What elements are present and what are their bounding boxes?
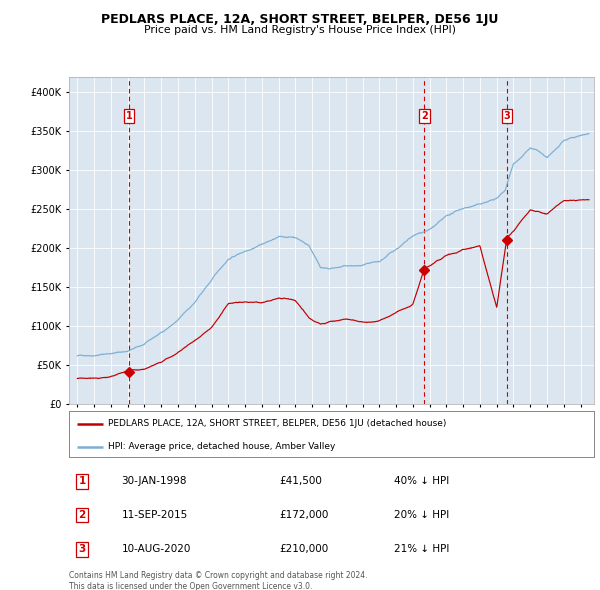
Text: 3: 3 (503, 111, 511, 121)
Text: 20% ↓ HPI: 20% ↓ HPI (395, 510, 450, 520)
Text: 1: 1 (125, 111, 133, 121)
Text: 40% ↓ HPI: 40% ↓ HPI (395, 477, 450, 486)
Text: PEDLARS PLACE, 12A, SHORT STREET, BELPER, DE56 1JU: PEDLARS PLACE, 12A, SHORT STREET, BELPER… (101, 13, 499, 26)
Text: 2: 2 (79, 510, 86, 520)
Text: Contains HM Land Registry data © Crown copyright and database right 2024.
This d: Contains HM Land Registry data © Crown c… (69, 571, 367, 590)
Text: £210,000: £210,000 (279, 545, 328, 554)
Text: 1: 1 (79, 477, 86, 486)
Text: 11-SEP-2015: 11-SEP-2015 (121, 510, 188, 520)
Text: HPI: Average price, detached house, Amber Valley: HPI: Average price, detached house, Ambe… (109, 442, 336, 451)
Text: PEDLARS PLACE, 12A, SHORT STREET, BELPER, DE56 1JU (detached house): PEDLARS PLACE, 12A, SHORT STREET, BELPER… (109, 419, 447, 428)
Text: 3: 3 (79, 545, 86, 554)
Text: £172,000: £172,000 (279, 510, 328, 520)
Text: 21% ↓ HPI: 21% ↓ HPI (395, 545, 450, 554)
Text: Price paid vs. HM Land Registry's House Price Index (HPI): Price paid vs. HM Land Registry's House … (144, 25, 456, 35)
Text: 30-JAN-1998: 30-JAN-1998 (121, 477, 187, 486)
Text: 2: 2 (421, 111, 428, 121)
Text: 10-AUG-2020: 10-AUG-2020 (121, 545, 191, 554)
Text: £41,500: £41,500 (279, 477, 322, 486)
